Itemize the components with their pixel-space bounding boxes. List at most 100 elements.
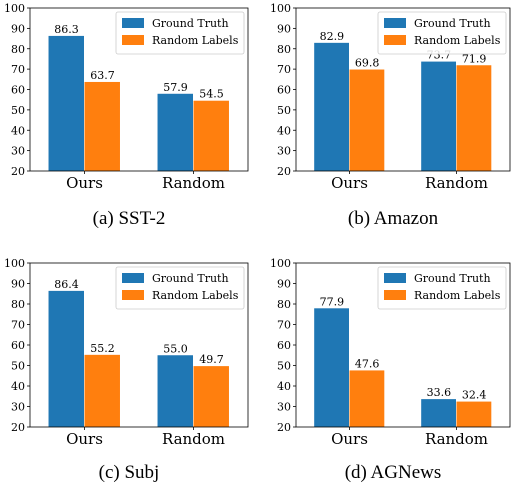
legend-swatch [384,18,406,28]
y-tick-label: 40 [277,124,291,137]
data-label: 55.0 [163,342,188,355]
legend: Ground Truth Random Labels [377,11,507,55]
data-label: 55.2 [90,342,115,355]
y-tick-label: 30 [277,145,291,158]
y-tick-label: 40 [277,380,291,393]
legend-entry: Ground Truth [414,272,491,285]
y-tick-label: 100 [270,257,291,270]
bar [314,42,349,172]
y-tick-label: 90 [11,22,25,35]
y-tick-label: 80 [11,43,25,56]
legend-entry: Random Labels [414,289,501,302]
y-tick-label: 30 [11,401,25,414]
legend-entry: Random Labels [152,289,239,302]
y-tick-label: 90 [277,278,291,291]
y-tick-label: 40 [11,380,25,393]
data-label: 33.6 [427,386,452,399]
legend: Ground Truth Random Labels [115,11,245,55]
legend-swatch [122,35,144,45]
bar [421,399,456,427]
legend-box [377,11,507,55]
chart-panel: 86.4 55.0 55.2 49.7 20 30 40 50 60 70 80 90 100 Ours R… [4,257,249,483]
legend-entry: Random Labels [414,34,501,47]
y-tick-label: 100 [270,2,291,15]
y-tick-label: 100 [4,257,25,270]
bar [157,355,193,427]
y-tick-label: 70 [277,63,291,76]
y-tick-label: 90 [11,278,25,291]
x-tick-label: Ours [331,174,368,192]
y-tick-label: 100 [4,2,25,15]
legend-swatch [122,273,144,283]
legend: Ground Truth Random Labels [115,266,245,310]
bar [456,65,492,171]
legend-swatch [384,273,406,283]
y-tick-label: 60 [277,84,291,97]
bar [48,290,84,427]
y-tick-label: 40 [11,124,25,137]
bar [48,35,84,171]
bar [349,370,385,427]
y-tick-label: 30 [277,401,291,414]
x-tick-label: Ours [331,430,368,448]
data-label: 32.4 [462,389,487,402]
bar [84,81,120,171]
subfigure-caption: (d) AGNews [345,462,442,483]
x-tick-label: Random [425,430,488,448]
data-label: 54.5 [199,88,224,101]
legend-box [115,266,245,310]
y-tick-label: 30 [11,145,25,158]
bar [157,93,193,171]
x-tick-label: Random [425,174,488,192]
legend: Ground Truth Random Labels [377,266,507,310]
data-label: 82.9 [320,30,345,43]
legend-entry: Ground Truth [152,272,229,285]
bar [314,308,349,427]
data-label: 69.8 [355,57,380,70]
data-label: 86.4 [54,278,79,291]
chart-panel: 77.9 33.6 47.6 32.4 20 30 40 50 60 70 80 90 100 Ours R… [270,257,511,483]
bar [421,61,456,171]
data-label: 71.9 [462,52,487,65]
x-tick-label: Random [162,174,225,192]
bar [193,366,229,427]
legend-entry: Random Labels [152,34,239,47]
data-label: 49.7 [199,353,224,366]
chart-panel: 86.3 57.9 63.7 54.5 20 30 40 50 60 70 80 90 100 Ours R… [4,2,249,229]
y-tick-label: 20 [11,421,25,434]
y-tick-label: 60 [11,339,25,352]
y-tick-label: 70 [277,319,291,332]
subfigure-caption: (c) Subj [99,462,160,483]
bar [193,100,229,171]
y-tick-label: 60 [277,339,291,352]
y-tick-label: 20 [11,165,25,178]
y-tick-label: 80 [11,298,25,311]
y-tick-label: 80 [277,43,291,56]
x-tick-label: Random [162,430,225,448]
y-tick-label: 90 [277,22,291,35]
data-label: 47.6 [355,357,380,370]
data-label: 77.9 [320,295,345,308]
data-label: 86.3 [54,23,79,36]
y-tick-label: 70 [11,63,25,76]
y-tick-label: 20 [277,421,291,434]
data-label: 57.9 [163,81,188,94]
y-tick-label: 50 [11,104,25,117]
legend-swatch [122,18,144,28]
x-tick-label: Ours [66,174,103,192]
legend-box [115,11,245,55]
subfigure-caption: (b) Amazon [348,208,439,229]
bar [349,69,385,171]
subfigure-caption: (a) SST-2 [93,208,166,229]
y-tick-label: 60 [11,84,25,97]
legend-entry: Ground Truth [414,17,491,30]
y-tick-label: 20 [277,165,291,178]
y-tick-label: 50 [277,360,291,373]
y-tick-label: 50 [277,104,291,117]
legend-swatch [122,290,144,300]
y-tick-label: 50 [11,360,25,373]
bar [84,354,120,427]
x-tick-label: Ours [66,430,103,448]
